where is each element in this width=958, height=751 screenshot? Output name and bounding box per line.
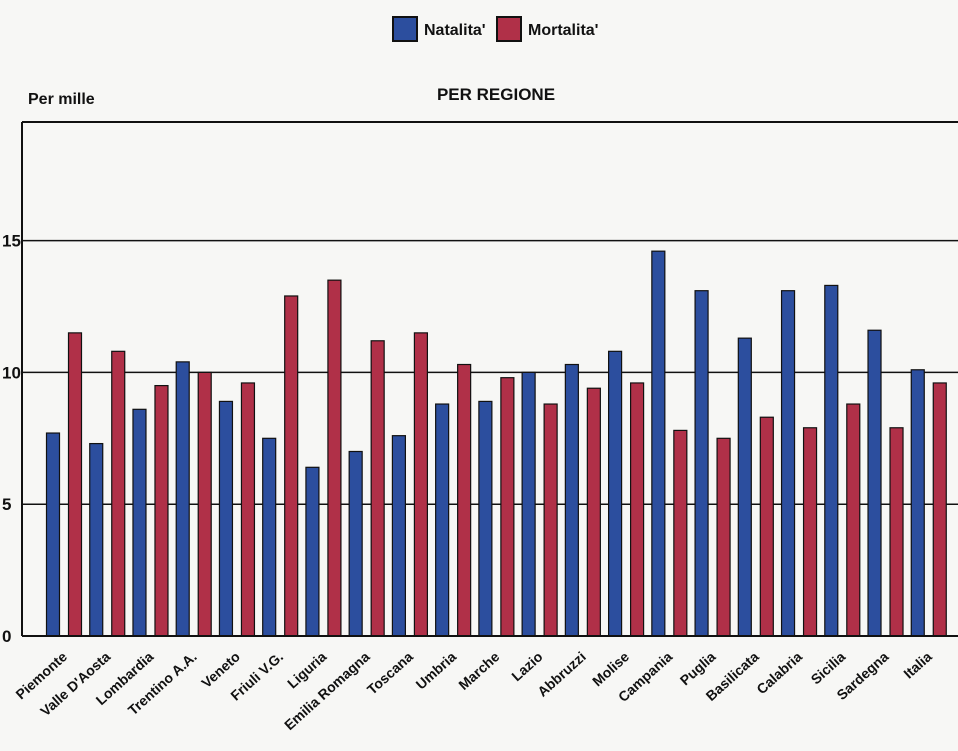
bar-mortalita bbox=[802, 427, 818, 637]
bar-mortalita bbox=[543, 403, 558, 637]
y-tick-label: 0 bbox=[2, 627, 11, 646]
bar-natalita bbox=[305, 466, 320, 637]
bar-mortalita bbox=[932, 382, 947, 637]
bar-natalita bbox=[521, 371, 536, 637]
category-label: Abbruzzi bbox=[534, 648, 589, 699]
bar-natalita bbox=[348, 450, 363, 637]
bar-mortalita bbox=[889, 427, 904, 637]
legend-label-natalita: Natalita' bbox=[424, 22, 486, 39]
bar-mortalita bbox=[111, 350, 126, 637]
bar-mortalita bbox=[370, 340, 385, 637]
bar-mortalita bbox=[586, 387, 601, 637]
bar-natalita bbox=[867, 329, 882, 637]
bar-natalita bbox=[132, 408, 147, 637]
bar-mortalita bbox=[197, 371, 212, 637]
bar-mortalita bbox=[413, 332, 429, 637]
bar-natalita bbox=[391, 435, 407, 637]
category-label: Calabria bbox=[753, 648, 805, 697]
bar-natalita bbox=[607, 350, 623, 637]
bars bbox=[45, 250, 947, 637]
bar-mortalita bbox=[759, 416, 774, 637]
category-label: Lazio bbox=[508, 648, 545, 684]
bar-mortalita bbox=[500, 377, 515, 637]
bar-natalita bbox=[824, 284, 839, 637]
category-label: Umbria bbox=[413, 648, 460, 692]
legend: Natalita' Mortalita' bbox=[392, 16, 598, 42]
bar-mortalita bbox=[327, 279, 342, 637]
category-label: Sicilia bbox=[808, 648, 849, 687]
bar-natalita bbox=[910, 369, 925, 637]
bar-natalita bbox=[262, 437, 277, 637]
bar-natalita bbox=[780, 290, 796, 637]
bar-natalita bbox=[478, 400, 493, 637]
bar-natalita bbox=[435, 403, 450, 637]
bar-mortalita bbox=[67, 332, 83, 637]
y-tick-label: 10 bbox=[2, 363, 21, 382]
category-label: Marche bbox=[455, 648, 502, 693]
bar-mortalita bbox=[240, 382, 256, 637]
y-tick-labels: 0 5 10 15 bbox=[2, 232, 21, 646]
bar-mortalita bbox=[673, 429, 688, 637]
bar-mortalita bbox=[629, 382, 645, 637]
chart-title: PER REGIONE bbox=[437, 85, 555, 104]
legend-label-mortalita: Mortalita' bbox=[528, 22, 598, 39]
y-tick-label: 15 bbox=[2, 232, 21, 251]
bar-mortalita bbox=[457, 363, 472, 637]
y-axis-label: Per mille bbox=[28, 91, 95, 108]
bar-natalita bbox=[45, 432, 61, 637]
bar-natalita bbox=[175, 361, 190, 637]
category-label: Toscana bbox=[364, 648, 416, 697]
legend-swatch-natalita bbox=[392, 16, 418, 42]
bar-mortalita bbox=[846, 403, 861, 637]
category-label: Italia bbox=[900, 648, 935, 681]
bar-natalita bbox=[218, 400, 234, 637]
bar-mortalita bbox=[284, 295, 299, 637]
bar-natalita bbox=[89, 442, 104, 637]
bar-natalita bbox=[694, 290, 709, 637]
bar-mortalita bbox=[154, 384, 169, 637]
bar-mortalita bbox=[716, 437, 731, 637]
bar-natalita bbox=[564, 363, 579, 637]
y-tick-label: 5 bbox=[2, 495, 11, 514]
bar-natalita bbox=[651, 250, 666, 637]
legend-swatch-mortalita bbox=[496, 16, 522, 42]
bar-natalita bbox=[737, 337, 752, 637]
